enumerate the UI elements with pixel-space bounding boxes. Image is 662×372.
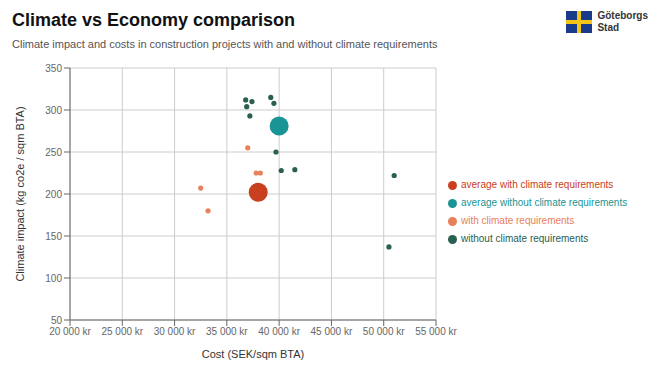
svg-text:25 000 kr: 25 000 kr [101, 326, 143, 337]
html-text:Climate vs Economy comparison: Climate vs Economy comparison [12, 10, 296, 30]
svg-text:200: 200 [45, 189, 62, 200]
svg-text:35 000 kr: 35 000 kr [206, 326, 248, 337]
html-text:average with climate requireme: average with climate requirements [461, 179, 614, 190]
svg-text:300: 300 [45, 105, 62, 116]
svg-text:150: 150 [45, 231, 62, 242]
svg-text:100: 100 [45, 273, 62, 284]
svg-text:Climate impact (kg co2e / sqm: Climate impact (kg co2e / sqm BTA) [14, 106, 26, 281]
svg-text:50 000 kr: 50 000 kr [363, 326, 405, 337]
svg-text:350: 350 [45, 63, 62, 74]
svg-text:250: 250 [45, 147, 62, 158]
svg-text:30 000 kr: 30 000 kr [154, 326, 196, 337]
html-text:without climate requirements: without climate requirements [461, 233, 589, 244]
svg-text:55 000 kr: 55 000 kr [415, 326, 457, 337]
svg-text:40 000 kr: 40 000 kr [258, 326, 300, 337]
svg-text:20 000 kr: 20 000 kr [49, 326, 91, 337]
svg-text:50: 50 [51, 315, 63, 326]
svg-text:Cost (SEK/sqm BTA): Cost (SEK/sqm BTA) [202, 348, 304, 360]
html-text:Stad: Stad [597, 22, 620, 33]
svg-text:45 000 kr: 45 000 kr [311, 326, 353, 337]
html-text:with climate requirements: with climate requirements [461, 215, 575, 226]
html-text:Climate impact and costs in co: Climate impact and costs in construction… [12, 38, 438, 50]
html-text:average without climate requir: average without climate requirements [461, 197, 628, 208]
html-text:Göteborgs: Göteborgs [597, 10, 648, 21]
